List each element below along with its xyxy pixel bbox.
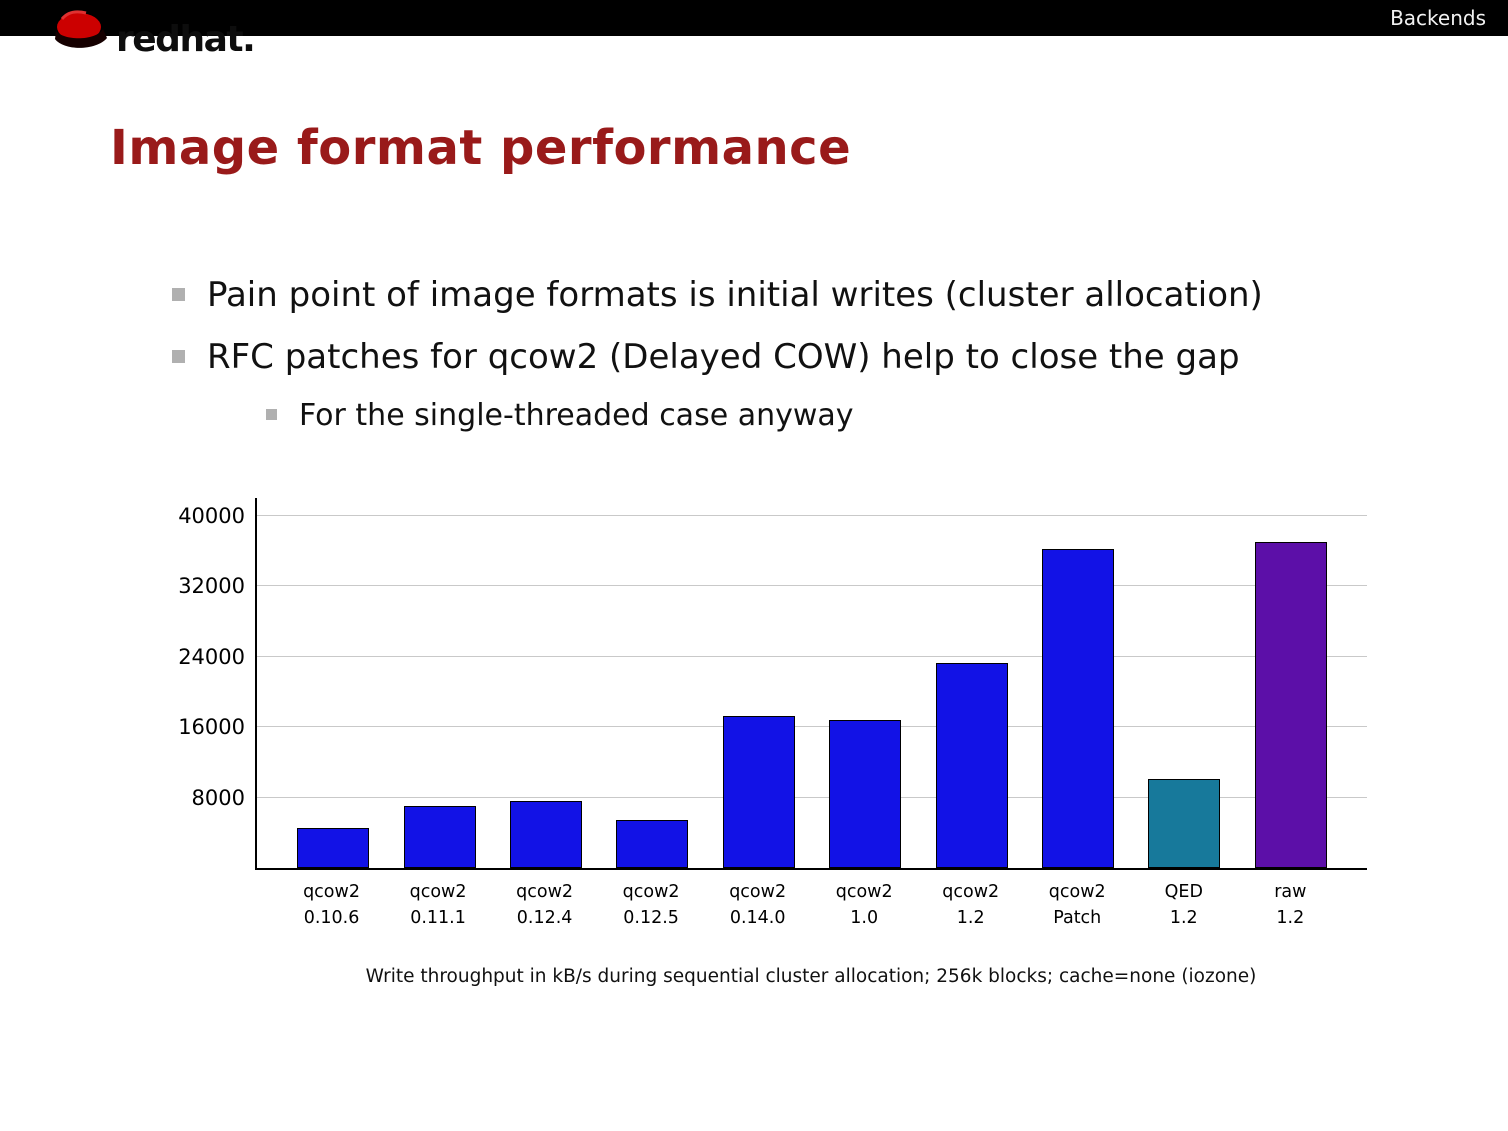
x-axis-label: qcow2 0.12.4 [516, 882, 574, 929]
bar-qcow2-1.2 [935, 662, 1008, 868]
y-axis-tick-label: 40000 [178, 503, 245, 528]
throughput-bar-chart: 8000 16000 24000 32000 40000 qcow2 0.10.6 qcow… [178, 498, 1367, 987]
bullet-item: Pain point of image formats is initial w… [172, 272, 1472, 320]
y-axis-tick-label: 16000 [178, 715, 245, 740]
bullet-marker-icon [266, 409, 277, 421]
x-axis-label: qcow2 Patch [1048, 882, 1106, 929]
x-axis-label: qcow2 1.0 [835, 882, 893, 929]
gridline [257, 514, 1367, 516]
bar-column [1254, 498, 1327, 868]
bullet-text: For the single-threaded case anyway [299, 398, 854, 434]
bars-row [257, 498, 1367, 868]
y-axis-tick-label: 32000 [178, 574, 245, 599]
bullet-text: Pain point of image formats is initial w… [207, 275, 1263, 315]
section-label: Backends [1390, 6, 1486, 30]
bar-qcow2-0.14.0 [722, 715, 795, 868]
redhat-logo: redhat. [50, 5, 256, 63]
y-axis-tick-label: 8000 [191, 785, 245, 810]
bar-qcow2-0.11.1 [403, 806, 476, 868]
bar-column [510, 498, 583, 868]
x-axis-label: qcow2 0.11.1 [409, 882, 467, 929]
bar-qcow2-0.12.4 [510, 801, 583, 868]
bullet-text: RFC patches for qcow2 (Delayed COW) help… [207, 336, 1240, 377]
gridline [257, 796, 1367, 798]
bar-column [297, 498, 370, 868]
header-bar: Backends [0, 0, 1508, 36]
x-axis-label: qcow2 0.14.0 [729, 882, 787, 929]
bar-qcow2-0.10.6 [297, 828, 370, 868]
x-axis-label: qcow2 0.10.6 [303, 882, 360, 929]
bar-column [722, 498, 795, 868]
chart-caption: Write throughput in kB/s during sequenti… [365, 965, 1257, 987]
x-axis-label: qcow2 1.2 [942, 882, 1000, 929]
bar-qcow2-0.12.5 [616, 819, 689, 868]
bar-column [1041, 498, 1114, 868]
xlabels-row: qcow2 0.10.6 qcow2 0.11.1 qcow2 0.12.4 qcow2 0.… [255, 879, 1367, 932]
plot-area: 8000 16000 24000 32000 40000 [178, 498, 1367, 870]
bullet-item: RFC patches for qcow2 (Delayed COW) help… [172, 334, 1472, 382]
redhat-logo-text: redhat. [116, 19, 256, 60]
bar-qed-1.2 [1148, 779, 1221, 868]
bullet-marker-icon [172, 288, 185, 301]
gridline [257, 726, 1367, 728]
bar-column [829, 498, 902, 868]
bar-qcow2-1.0 [829, 720, 902, 868]
sub-bullet-item: For the single-threaded case anyway [266, 395, 1472, 437]
x-axis-label: QED 1.2 [1164, 882, 1203, 929]
bar-column [1148, 498, 1221, 868]
gridline [257, 585, 1367, 587]
bar-column [935, 498, 1008, 868]
bullet-list: Pain point of image formats is initial w… [172, 272, 1472, 437]
y-axis-tick-label: 24000 [178, 644, 245, 669]
gridline [257, 655, 1367, 657]
bar-qcow2-patch [1041, 549, 1114, 868]
bar-raw-1.2 [1254, 542, 1327, 868]
x-axis-label: raw 1.2 [1274, 882, 1307, 929]
bar-column [403, 498, 476, 868]
page-title: Image format performance [110, 120, 852, 176]
bar-column [616, 498, 689, 868]
x-axis-label: qcow2 0.12.5 [622, 882, 680, 929]
redhat-hat-icon [50, 5, 112, 63]
bullet-marker-icon [172, 349, 185, 363]
